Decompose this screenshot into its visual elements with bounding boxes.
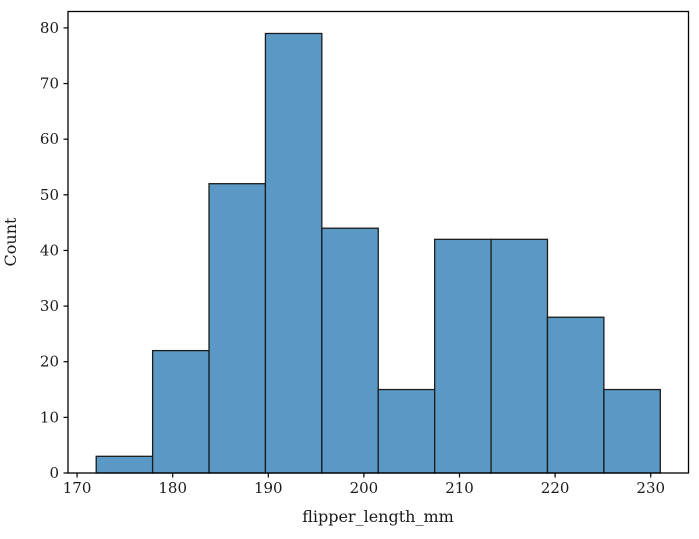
x-tick-label: 210 bbox=[445, 479, 474, 497]
plot-border bbox=[67, 10, 690, 474]
x-tick-label: 190 bbox=[254, 479, 283, 497]
y-tick-label: 10 bbox=[40, 408, 59, 426]
y-tick-label: 80 bbox=[40, 19, 59, 37]
x-axis-label: flipper_length_mm bbox=[302, 507, 454, 526]
histogram-bar bbox=[264, 32, 323, 474]
bars-layer bbox=[95, 32, 661, 474]
x-tick-label: 180 bbox=[158, 479, 187, 497]
x-tick-label: 200 bbox=[350, 479, 379, 497]
histogram-bar bbox=[546, 316, 605, 474]
histogram-bar bbox=[377, 388, 436, 474]
y-axis-label: Count bbox=[1, 217, 20, 266]
histogram-bar bbox=[151, 349, 210, 474]
y-tick-label: 0 bbox=[49, 464, 59, 482]
y-tick-label: 40 bbox=[40, 241, 59, 259]
y-tick-label: 30 bbox=[40, 297, 59, 315]
histogram-bar bbox=[434, 238, 492, 474]
histogram-bar bbox=[321, 227, 379, 474]
y-tick-label: 50 bbox=[40, 186, 59, 204]
histogram-bar bbox=[208, 183, 267, 474]
x-tick-label: 220 bbox=[541, 479, 570, 497]
x-tick-label: 170 bbox=[63, 479, 92, 497]
y-tick-label: 70 bbox=[40, 75, 59, 93]
axes-layer: 170 180 190 200 210 220 230 0 10 20 30 40 50 60 70 80 bbox=[40, 10, 690, 497]
histogram-bar bbox=[490, 238, 549, 474]
histogram-bar bbox=[603, 388, 661, 474]
histogram-bar bbox=[95, 455, 154, 474]
x-tick-label: 230 bbox=[636, 479, 665, 497]
y-tick-label: 60 bbox=[40, 130, 59, 148]
y-tick-label: 20 bbox=[40, 353, 59, 371]
